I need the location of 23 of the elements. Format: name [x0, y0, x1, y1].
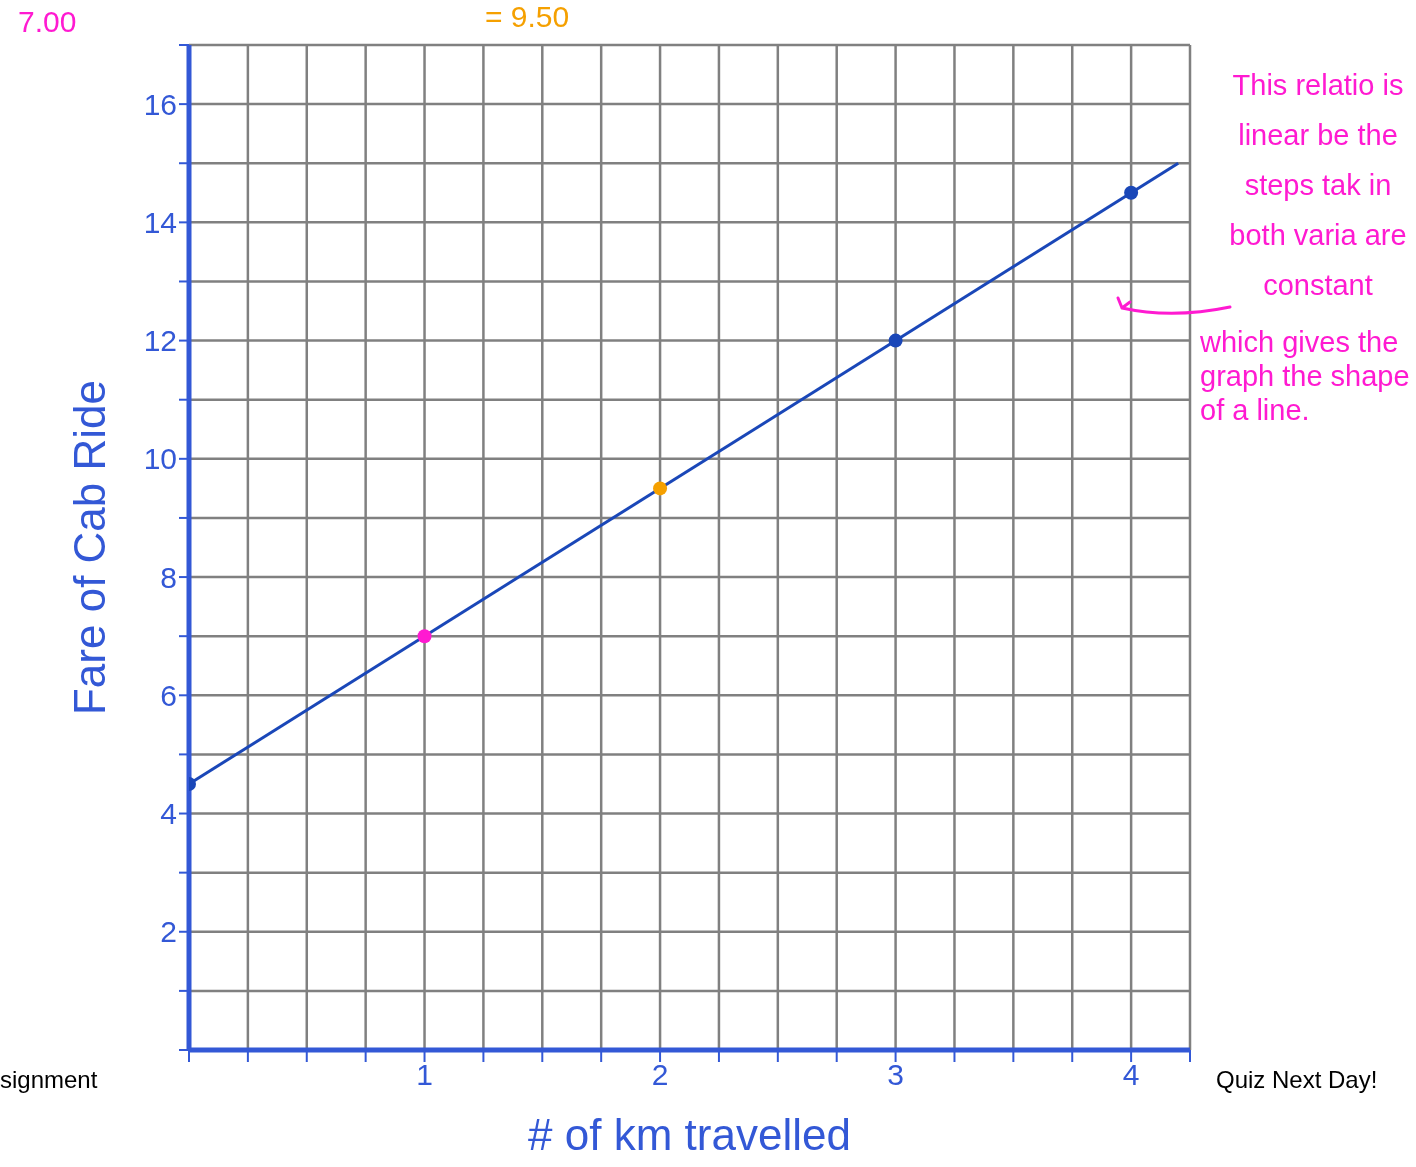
x-tick-label: 3 [887, 1058, 904, 1092]
text: which gives the graph the shape of a line. [1200, 325, 1411, 428]
x-axis-title: # of km travelled [528, 1110, 851, 1159]
y-tick-label: 10 [143, 442, 177, 476]
point [653, 481, 668, 496]
x-tick-label: 1 [416, 1058, 433, 1092]
x-tick-label: 2 [651, 1058, 669, 1092]
text: = 9.50 [485, 0, 570, 34]
x-tick-label: 4 [1122, 1058, 1140, 1092]
y-tick-label: 8 [160, 560, 177, 594]
point [1124, 185, 1139, 200]
y-tick-label: 2 [160, 915, 177, 949]
y-axis-title: Fare of Cab Ride [64, 379, 114, 716]
y-tick-label: 14 [143, 206, 177, 239]
text: Quiz Next Day! [1216, 1066, 1378, 1094]
point [417, 629, 432, 644]
text: 7.00 [18, 5, 77, 39]
y-tick-label: 16 [143, 87, 177, 121]
y-tick-label: 12 [143, 324, 177, 358]
y-tick-label: 6 [160, 678, 177, 712]
text: signment [0, 1066, 98, 1094]
y-tick-label: 4 [160, 797, 177, 831]
point [888, 333, 903, 348]
